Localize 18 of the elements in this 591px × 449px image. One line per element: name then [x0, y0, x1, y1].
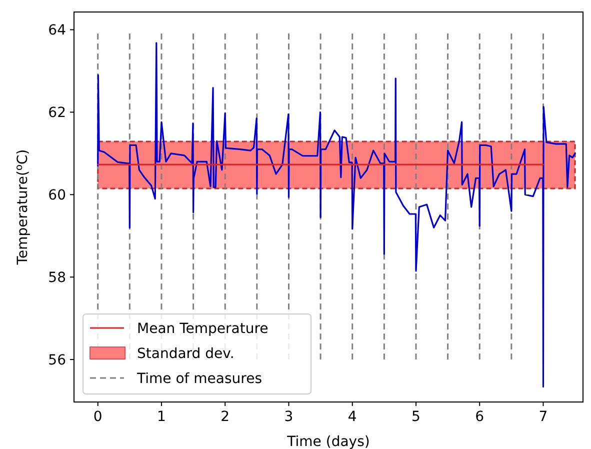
x-tick-label: 2: [220, 409, 230, 425]
x-tick-label: 7: [538, 409, 548, 425]
x-tick-label: 4: [348, 409, 357, 425]
x-tick-label: 0: [93, 409, 102, 425]
line-series: [97, 42, 576, 388]
y-tick-label: 60: [48, 188, 66, 204]
legend-label: Time of measures: [136, 371, 262, 387]
y-tick-label: 62: [48, 105, 66, 122]
x-tick-label: 1: [157, 409, 166, 425]
x-tick-label: 5: [412, 409, 420, 425]
y-tick-label: 64: [48, 22, 66, 39]
x-tick-label: 6: [475, 409, 484, 425]
legend-label: Mean Temperature: [137, 321, 268, 337]
x-tick-label: 3: [284, 409, 294, 425]
legend-label: Standard dev.: [137, 346, 234, 362]
y-tick-label: 58: [48, 270, 66, 286]
y-tick-label: 56: [48, 352, 66, 369]
x-axis-title: Time (days): [286, 434, 370, 449]
